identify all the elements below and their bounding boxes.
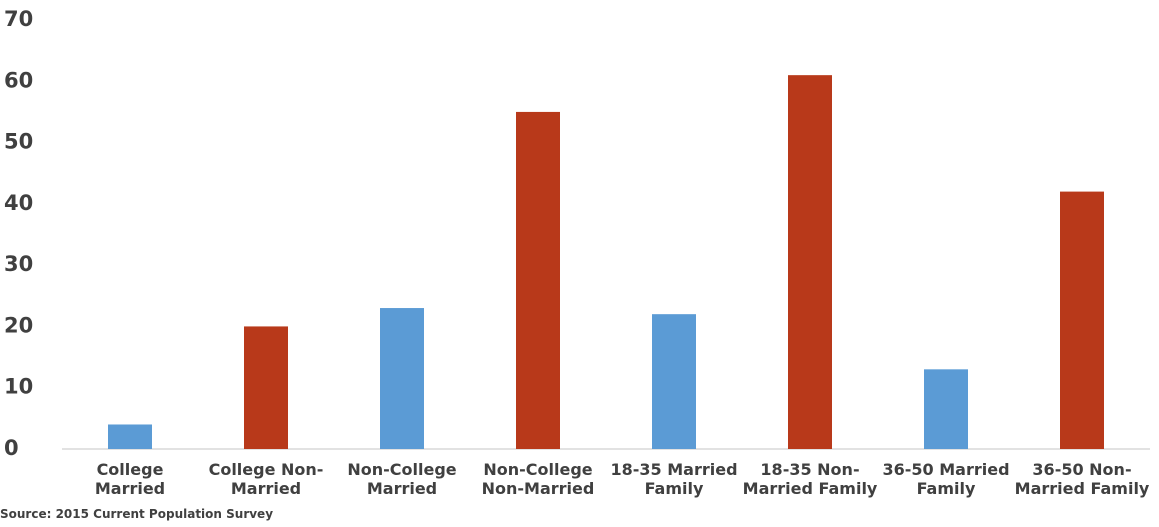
bar bbox=[244, 326, 288, 449]
y-tick-label: 20 bbox=[4, 313, 33, 337]
bar bbox=[788, 75, 832, 450]
x-tick-label: Non-College Married bbox=[347, 460, 457, 498]
bar bbox=[108, 424, 152, 449]
x-tick-label: 36-50 Non-Married Family bbox=[1014, 460, 1150, 498]
x-tick-label: College Non-Married bbox=[208, 460, 324, 498]
x-tick-label: 18-35 Non-Married Family bbox=[742, 460, 878, 498]
y-tick-label: 10 bbox=[4, 375, 33, 399]
y-tick-label: 50 bbox=[4, 130, 33, 154]
y-tick-label: 30 bbox=[4, 252, 33, 276]
y-tick-label: 60 bbox=[4, 68, 33, 92]
x-tick-label: Non-College Non-Married bbox=[481, 460, 595, 498]
bar bbox=[1060, 191, 1104, 449]
source-note: Source: 2015 Current Population Survey bbox=[0, 507, 274, 521]
y-tick-label: 0 bbox=[4, 436, 19, 460]
x-tick-label: 36-50 Married Family bbox=[882, 460, 1010, 498]
x-tick-label: College Married bbox=[94, 460, 166, 498]
y-tick-label: 40 bbox=[4, 191, 33, 215]
bar bbox=[652, 314, 696, 449]
bar bbox=[380, 308, 424, 449]
y-tick-label: 70 bbox=[4, 7, 33, 31]
bar bbox=[516, 111, 560, 449]
bar bbox=[924, 369, 968, 449]
x-tick-label: 18-35 Married Family bbox=[610, 460, 738, 498]
